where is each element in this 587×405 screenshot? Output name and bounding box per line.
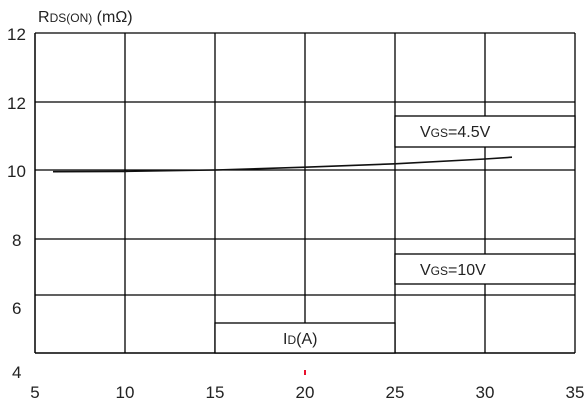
y-tick-labels: 12 12 10 8 6 4 [7,25,26,382]
x-axis-title-box: ID(A) [214,322,396,354]
y-axis-title-unit: (mΩ) [92,9,132,26]
x-tick-labels: 5 10 15 20 25 30 35 [30,383,584,402]
y-tick-label: 12 [7,25,26,44]
y-axis-title-main: R [38,9,50,26]
grid [35,32,576,353]
x-tick-label: 30 [476,383,495,402]
vgs-4.5v-label: VGS=4.5V [420,124,491,141]
x-axis-title: ID(A) [283,331,317,348]
y-tick-label: 4 [12,363,21,382]
vgs-4.5v-label-box: VGS=4.5V [394,115,576,148]
vgs-10v-label: VGS=10V [420,262,486,279]
y-axis-title: RDS(ON) (mΩ) [38,9,133,26]
vgs-10v-label-box: VGS=10V [394,253,576,285]
x-tick-label: 35 [566,383,585,402]
x-tick-label: 15 [206,383,225,402]
y-axis-title-sub: DS(ON) [50,11,93,25]
y-tick-label: 12 [7,94,26,113]
y-tick-label: 8 [12,231,21,250]
x-tick-label: 10 [116,383,135,402]
x-tick-label: 25 [386,383,405,402]
y-tick-label: 10 [7,162,26,181]
y-tick-label: 6 [12,299,21,318]
x-tick-label: 5 [30,383,39,402]
vgs-4.5v-curve [52,156,513,173]
x-tick-label: 20 [296,383,315,402]
